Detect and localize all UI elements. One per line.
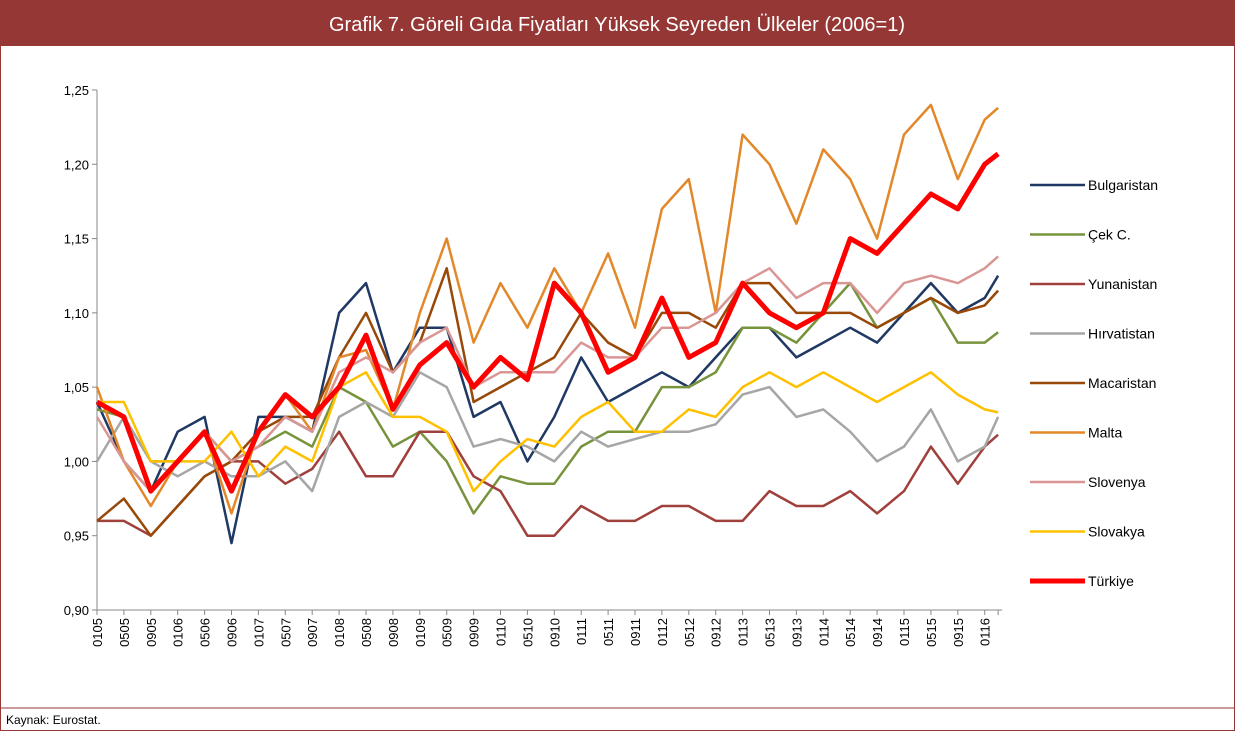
x-tick-label: 0515	[924, 618, 939, 647]
x-tick-label: 0116	[978, 618, 993, 646]
x-tick-label: 0107	[251, 618, 266, 647]
x-tick-label: 0909	[467, 618, 482, 647]
x-tick-label: 0511	[601, 618, 616, 646]
x-tick-label: 0906	[225, 618, 240, 647]
x-tick-label: 0115	[897, 618, 912, 646]
x-tick-label: 0509	[440, 618, 455, 647]
x-tick-label: 0911	[628, 618, 643, 646]
x-tick-label: 0514	[843, 618, 858, 647]
x-tick-label: 0513	[763, 618, 778, 647]
y-tick-label: 1,00	[64, 454, 89, 469]
series-line	[95, 103, 999, 515]
x-tick-label: 0507	[278, 618, 293, 647]
x-tick-label: 0913	[789, 618, 804, 647]
y-tick-label: 1,05	[64, 380, 89, 395]
y-tick-label: 0,95	[64, 529, 89, 544]
legend-label: Macaristan	[1088, 375, 1156, 391]
legend-label: Slovenya	[1088, 474, 1146, 490]
x-tick-label: 0108	[332, 618, 347, 647]
x-tick-label: 0908	[386, 618, 401, 647]
x-tick-label: 0505	[117, 618, 132, 647]
legend-label: Hırvatistan	[1088, 326, 1155, 342]
legend-label: Bulgaristan	[1088, 177, 1158, 193]
legend-label: Malta	[1088, 425, 1122, 441]
y-tick-label: 1,15	[64, 232, 89, 247]
y-tick-label: 1,25	[64, 83, 89, 98]
x-tick-label: 0110	[494, 618, 509, 646]
y-tick-label: 1,20	[64, 157, 89, 172]
x-tick-label: 0105	[90, 618, 105, 647]
x-tick-label: 0112	[655, 618, 670, 646]
series-line	[96, 267, 1000, 537]
x-tick-label: 0106	[171, 618, 186, 647]
title-banner	[0, 0, 1235, 46]
source: Kaynak: Eurostat.	[6, 713, 101, 727]
x-tick-label: 0910	[547, 618, 562, 647]
x-tick-label: 0914	[870, 618, 885, 647]
legend-label: Yunanistan	[1088, 276, 1157, 292]
legend-label: Slovakya	[1088, 524, 1145, 540]
series-line	[97, 371, 999, 493]
x-tick-label: 0114	[816, 618, 831, 646]
y-tick-label: 1,10	[64, 306, 89, 321]
y-tick-label: 0,90	[64, 603, 89, 618]
x-tick-label: 0915	[951, 618, 966, 647]
x-tick-label: 0111	[574, 618, 589, 645]
legend-label: Çek C.	[1088, 227, 1131, 243]
x-tick-label: 0506	[198, 618, 213, 647]
legend-label: Türkiye	[1088, 573, 1134, 589]
x-tick-label: 0109	[413, 618, 428, 647]
x-tick-label: 0907	[305, 618, 320, 647]
x-tick-label: 0912	[709, 618, 724, 647]
series-line	[95, 151, 1000, 494]
x-tick-label: 0512	[682, 618, 697, 647]
x-tick-label: 0508	[359, 618, 374, 647]
x-tick-label: 0510	[520, 618, 535, 647]
x-tick-label: 0113	[736, 618, 751, 646]
series-line	[95, 371, 1000, 493]
chart-title: Grafik 7. Göreli Gıda Fiyatları Yüksek S…	[329, 14, 905, 36]
x-tick-label: 0905	[144, 618, 159, 647]
